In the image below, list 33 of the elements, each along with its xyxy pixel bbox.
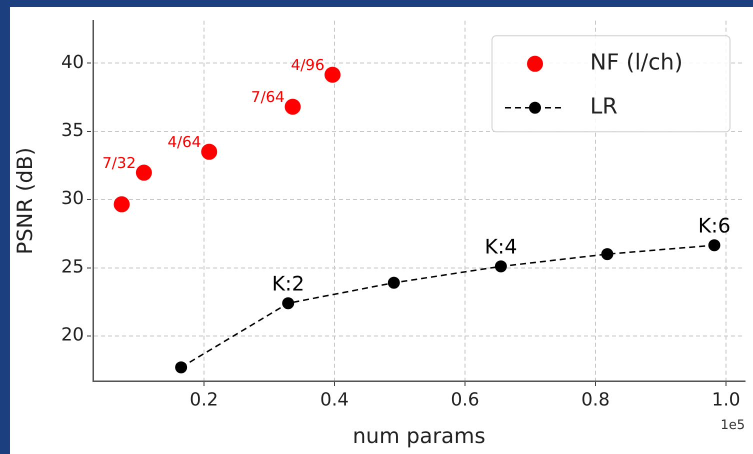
annotation: K:4: [484, 234, 518, 259]
point: [388, 276, 400, 289]
x-tick-label: 0.4: [320, 389, 349, 410]
legend-label: LR: [590, 94, 618, 120]
point: [114, 196, 130, 212]
annotation: K:6: [698, 213, 731, 238]
point: [175, 361, 188, 374]
annotation: K:2: [272, 271, 304, 296]
text: 1e5: [720, 418, 745, 433]
y-tick-label: 35: [61, 120, 84, 141]
legend-label: NF (l/ch): [590, 50, 683, 76]
x-tick-label: 0.8: [581, 389, 610, 410]
point: [284, 98, 301, 115]
point: [601, 248, 614, 260]
point: [282, 297, 294, 310]
point: [136, 164, 152, 181]
x-tick-label: 0.2: [190, 389, 218, 410]
y-tick-label: 25: [61, 256, 84, 278]
annotation: 7/32: [102, 154, 136, 172]
y-tick-label: 20: [61, 324, 84, 346]
annotation: 7/64: [251, 88, 285, 106]
point: [201, 144, 218, 160]
point: [708, 239, 720, 252]
x-axis-title: num params: [352, 424, 486, 448]
y-axis-title: PSNR (dB): [13, 147, 38, 254]
annotation: 4/96: [290, 56, 325, 74]
x-tick-label: 1.0: [712, 389, 740, 410]
y-tick-label: 30: [61, 188, 84, 210]
y-tick-label: 40: [61, 52, 84, 73]
point: [324, 66, 341, 83]
annotation: 4/64: [167, 133, 202, 152]
point: [494, 260, 507, 272]
x-tick-label: 0.6: [450, 389, 480, 410]
